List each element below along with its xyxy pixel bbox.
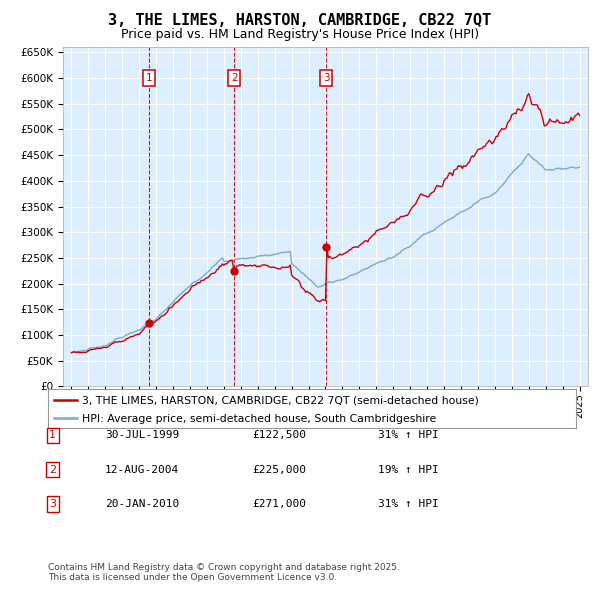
Text: £225,000: £225,000 [252, 465, 306, 474]
Text: 2: 2 [49, 465, 56, 474]
Text: 19% ↑ HPI: 19% ↑ HPI [378, 465, 439, 474]
Text: HPI: Average price, semi-detached house, South Cambridgeshire: HPI: Average price, semi-detached house,… [82, 414, 437, 424]
Text: 3, THE LIMES, HARSTON, CAMBRIDGE, CB22 7QT: 3, THE LIMES, HARSTON, CAMBRIDGE, CB22 7… [109, 13, 491, 28]
Text: 1: 1 [49, 431, 56, 440]
Text: 31% ↑ HPI: 31% ↑ HPI [378, 431, 439, 440]
Text: 1: 1 [146, 73, 152, 83]
Text: 12-AUG-2004: 12-AUG-2004 [105, 465, 179, 474]
Text: 3, THE LIMES, HARSTON, CAMBRIDGE, CB22 7QT (semi-detached house): 3, THE LIMES, HARSTON, CAMBRIDGE, CB22 7… [82, 396, 479, 406]
Text: 20-JAN-2010: 20-JAN-2010 [105, 499, 179, 509]
Text: 3: 3 [323, 73, 329, 83]
Text: Contains HM Land Registry data © Crown copyright and database right 2025.
This d: Contains HM Land Registry data © Crown c… [48, 563, 400, 582]
Text: 30-JUL-1999: 30-JUL-1999 [105, 431, 179, 440]
Text: £122,500: £122,500 [252, 431, 306, 440]
Text: 3: 3 [49, 499, 56, 509]
Text: 2: 2 [231, 73, 238, 83]
Text: 31% ↑ HPI: 31% ↑ HPI [378, 499, 439, 509]
Text: £271,000: £271,000 [252, 499, 306, 509]
Text: Price paid vs. HM Land Registry's House Price Index (HPI): Price paid vs. HM Land Registry's House … [121, 28, 479, 41]
